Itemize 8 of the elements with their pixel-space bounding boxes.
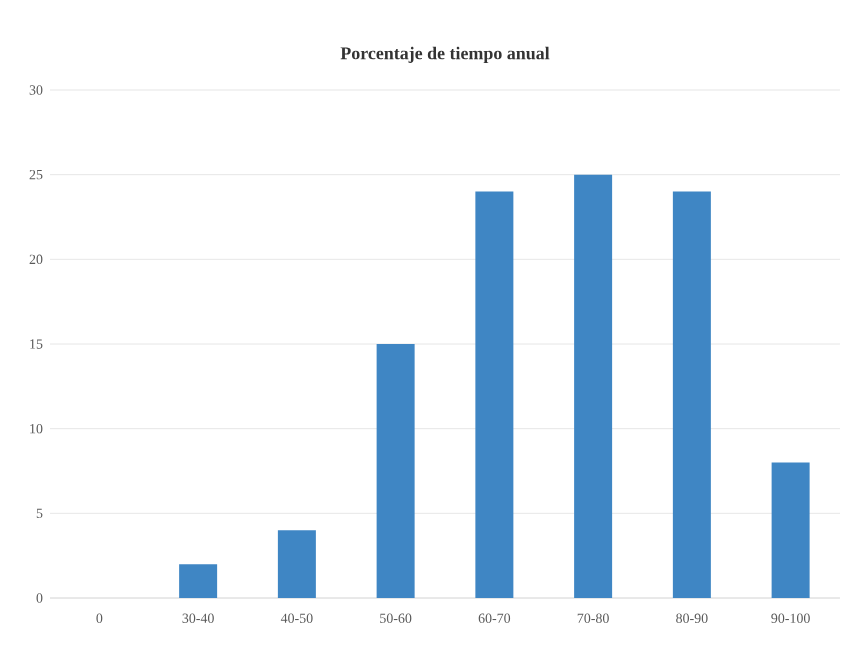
- bar: [376, 344, 415, 598]
- bar: [179, 564, 218, 598]
- bar: [771, 462, 810, 598]
- bar: [672, 191, 711, 598]
- bar: [475, 191, 514, 598]
- bar: [574, 174, 613, 598]
- bar: [277, 530, 316, 598]
- chart-title: Porcentaje de tiempo anual: [340, 46, 550, 63]
